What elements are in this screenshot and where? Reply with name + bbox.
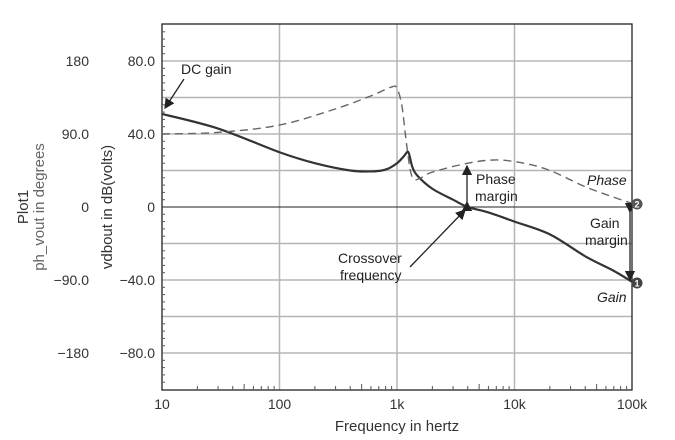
crossover-arrow <box>409 209 466 268</box>
deg-tick-label: −180 <box>57 345 89 361</box>
x-tick-label: 100 <box>268 396 292 412</box>
phase-series-label: Phase <box>587 172 627 188</box>
gain-margin-label-1: Gain <box>590 215 620 231</box>
axis-ticks: 10 100 1k 10k 100k80.040.00−40.0−80.018090.0… <box>54 31 648 412</box>
gain-series-line <box>161 112 633 283</box>
db-tick-label: 40.0 <box>128 126 155 142</box>
db-tick-label: −40.0 <box>120 272 156 288</box>
deg-tick-label: 180 <box>66 53 90 69</box>
phase-series-line <box>161 85 633 205</box>
gain-margin-label-2: margin <box>585 232 628 248</box>
gain-axis-label: vdbout in dB(volts) <box>99 145 116 269</box>
plot-title: Plot1 <box>15 190 32 224</box>
marker-2-label: 2 <box>634 200 639 210</box>
crossover-label-2: frequency <box>340 267 401 283</box>
db-tick-label: −80.0 <box>120 345 156 361</box>
grid <box>161 23 633 391</box>
gain-series-label: Gain <box>597 289 627 305</box>
marker-1-label: 1 <box>634 279 639 289</box>
deg-tick-label: −90.0 <box>54 272 90 288</box>
marker-1 <box>631 277 643 289</box>
series <box>161 85 633 283</box>
deg-tick-label: 90.0 <box>62 126 89 142</box>
db-tick-label: 0 <box>147 199 155 215</box>
phase-axis-label: ph_vout in degrees <box>31 143 48 271</box>
x-axis-label: Frequency in hertz <box>335 418 459 435</box>
phase-margin-label-2: margin <box>475 188 518 204</box>
crossover-label-1: Crossover <box>338 250 402 266</box>
db-tick-label: 80.0 <box>128 53 155 69</box>
marker-2 <box>631 198 643 210</box>
x-tick-label: 10k <box>503 396 527 412</box>
dc-gain-arrow <box>164 78 185 110</box>
x-tick-label: 1k <box>390 396 406 412</box>
x-tick-label: 100k <box>617 396 648 412</box>
annotations: DC gain Phase margin Crossover frequency… <box>164 61 643 305</box>
x-tick-label: 10 <box>154 396 170 412</box>
dc-gain-label: DC gain <box>181 61 232 77</box>
phase-margin-label-1: Phase <box>476 171 516 187</box>
deg-tick-label: 0 <box>81 199 89 215</box>
